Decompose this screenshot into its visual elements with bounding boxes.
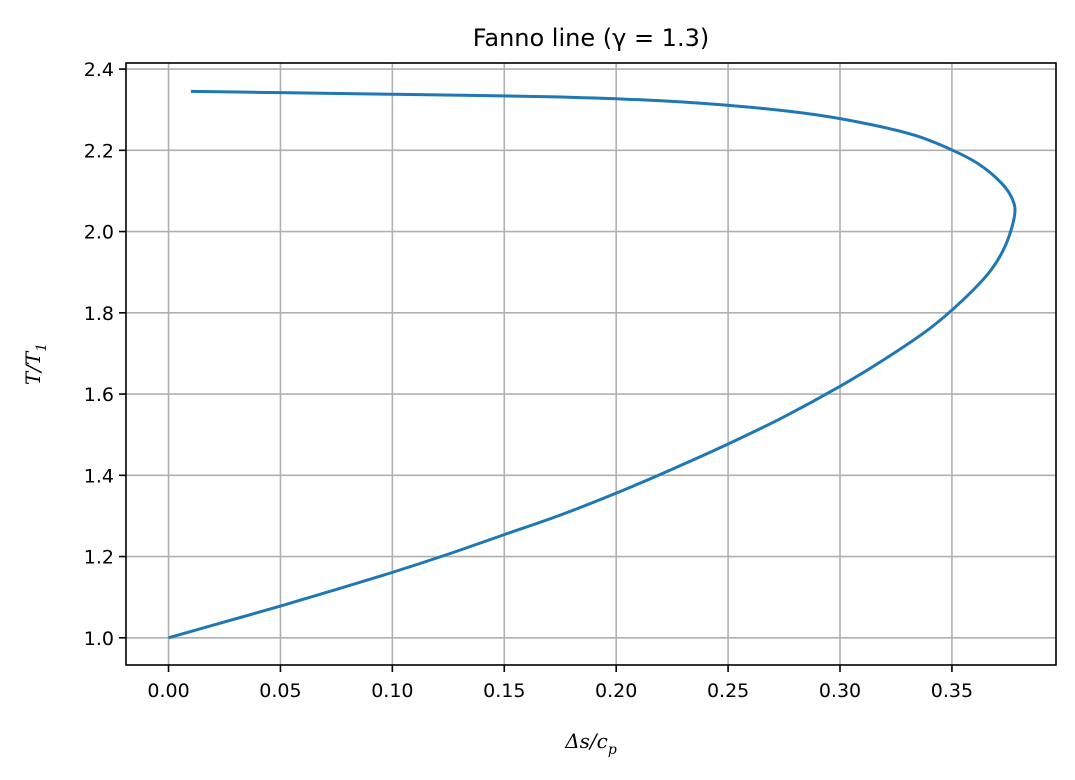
y-tick-label: 1.6	[84, 384, 114, 406]
x-axis-label: Δs/cp	[564, 729, 617, 758]
series-line	[168, 89, 1017, 640]
series-layer	[168, 89, 1017, 640]
ticks: 0.00 0.05 0.10 0.15 0.20 0.25 0.30 0.35 1.0 1.2 1.…	[84, 59, 973, 702]
y-tick-label: 2.0	[84, 222, 114, 244]
x-tick-label: 0.30	[819, 680, 861, 702]
x-axis-label-subscript: p	[608, 742, 617, 758]
x-tick-label: 0.10	[371, 680, 413, 702]
y-axis-label-main: T/T	[21, 350, 45, 385]
y-axis-label: T/T1	[21, 343, 50, 385]
x-tick-label: 0.05	[259, 680, 301, 702]
y-tick-label: 1.2	[84, 547, 114, 569]
x-tick-label: 0.15	[483, 680, 525, 702]
x-tick-label: 0.00	[147, 680, 189, 702]
y-axis-label-subscript: 1	[34, 343, 50, 352]
y-tick-label: 2.4	[84, 59, 114, 81]
x-tick-label: 0.35	[931, 680, 973, 702]
grid	[126, 63, 1056, 665]
y-tick-label: 1.8	[84, 303, 114, 325]
y-tick-label: 1.0	[84, 628, 114, 650]
x-tick-label: 0.20	[595, 680, 637, 702]
x-axis-label-main: Δs/c	[564, 729, 608, 753]
y-tick-label: 1.4	[84, 465, 114, 487]
x-tick-label: 0.25	[707, 680, 749, 702]
y-tick-label: 2.2	[84, 140, 114, 162]
chart-title: Fanno line (γ = 1.3)	[473, 24, 709, 52]
plot-frame	[125, 62, 1057, 666]
